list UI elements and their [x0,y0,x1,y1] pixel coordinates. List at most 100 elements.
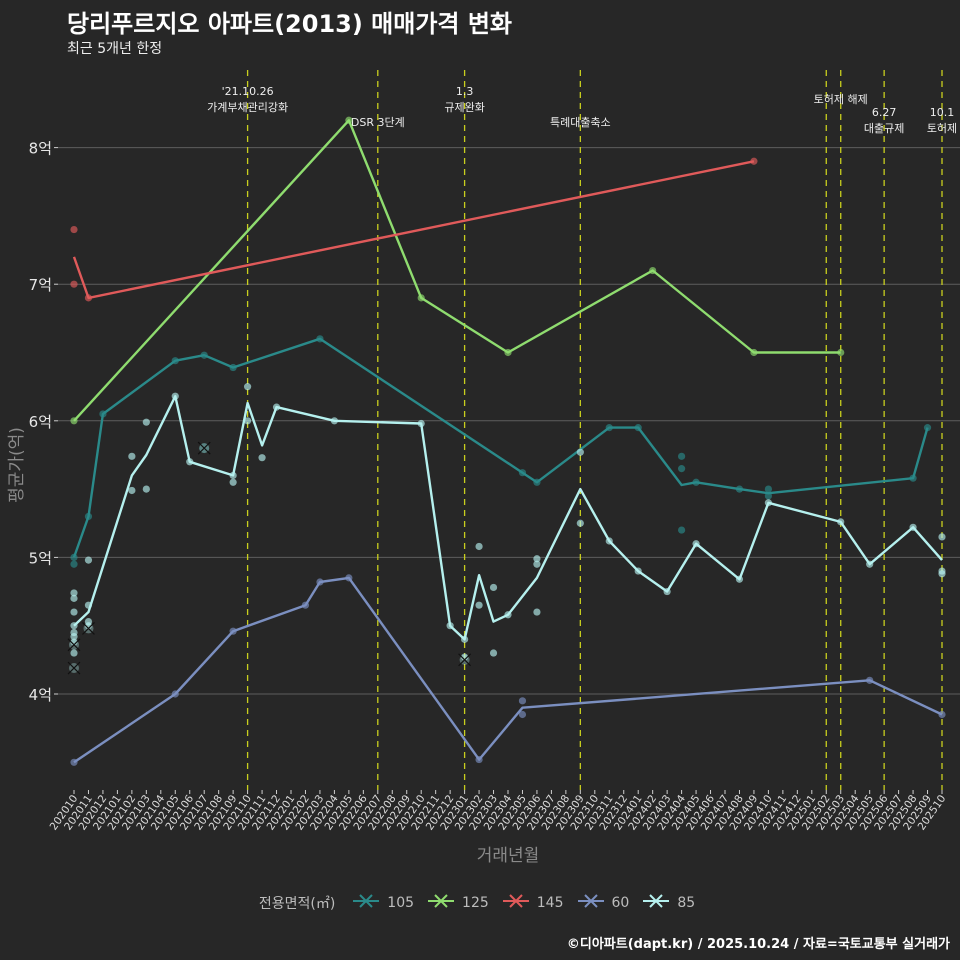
data-point-85 [504,611,512,619]
series-line-125 [73,119,841,422]
x-axis-title: 거래년월 [477,846,540,866]
data-point-105 [229,363,237,372]
data-point-85 [909,523,917,531]
data-point-60 [475,755,483,764]
data-point-145 [750,157,758,165]
data-point-85 [128,486,136,495]
data-point-85 [461,653,469,661]
data-point-85 [663,587,671,596]
cross-marker-85 [67,638,81,652]
legend-label-85: 85 [677,895,696,911]
data-point-85 [461,635,469,643]
event-label: DSR 3단계 [351,116,405,129]
data-point-105 [909,474,917,482]
data-point-85 [489,583,498,592]
data-point-85 [229,478,237,486]
y-tick-label: 7억 [29,276,52,294]
legend-label-145: 145 [536,895,564,911]
legend-label-125: 125 [462,895,489,911]
data-point-105 [764,492,773,500]
event-label: 토허제 해제 [814,92,868,106]
data-point-105 [692,478,700,486]
data-point-105 [678,452,686,460]
event-label: 6.27 [872,106,897,119]
data-point-60 [938,710,946,719]
event-label: 규제완화 [444,101,484,114]
data-point-145 [70,225,78,234]
data-point-125 [504,348,512,357]
data-point-60 [301,601,310,609]
data-point-125 [417,294,425,302]
legend-item-85[interactable]: 85 [641,893,695,913]
data-point-85 [576,519,584,527]
data-point-105 [70,553,78,562]
data-point-85 [446,622,454,630]
data-point-60 [518,697,527,705]
cross-marker-x [82,622,95,635]
data-point-105 [70,560,78,568]
data-point-85 [533,555,541,563]
cross-marker-85 [67,661,81,675]
data-point-85 [84,601,93,609]
data-point-125 [837,348,845,357]
data-point-85 [764,499,773,507]
legend-swatch-60 [577,894,604,908]
y-axis-title: 평균가(억) [7,427,27,503]
data-point-85 [417,419,425,428]
data-point-85 [70,622,78,630]
data-point-85 [258,454,266,462]
data-point-85 [84,556,93,564]
data-point-125 [345,116,353,124]
data-point-85 [938,533,946,541]
data-point-85 [128,452,136,460]
data-point-85 [70,589,78,597]
data-point-85 [229,471,237,480]
cross-marker-x [197,441,211,455]
event-label: 1.3 [456,85,474,98]
legend-key-105 [351,893,381,913]
legend-key-125 [426,893,456,913]
legend-item-60[interactable]: 60 [576,893,629,913]
legend-item-125[interactable]: 125 [426,893,489,913]
data-point-85 [186,458,194,466]
data-point-85 [938,570,946,578]
data-point-105 [634,424,642,432]
legend-swatch-145 [502,894,529,908]
data-point-125 [70,417,78,425]
data-point-105 [200,351,208,359]
data-point-85 [272,403,281,411]
data-point-105 [923,424,932,432]
data-point-60 [345,574,353,582]
data-point-105 [99,410,107,418]
legend-label-105: 105 [387,895,415,911]
legend-swatch-125 [428,894,455,908]
data-point-125 [649,266,657,275]
data-point-105 [678,465,686,473]
data-point-85 [605,537,613,545]
legend-swatch-glyph [353,894,380,908]
data-point-85 [244,383,252,391]
event-label: 특례대출축소 [550,116,611,129]
legend-item-105[interactable]: 105 [351,893,414,913]
data-point-85 [84,622,93,630]
legend-item-145[interactable]: 145 [501,893,564,913]
data-point-85 [533,560,541,568]
data-point-60 [866,676,874,684]
series-line-85 [73,395,943,641]
data-point-85 [70,594,78,602]
data-point-105 [764,485,773,493]
legend: 전용면적(㎡) 105 125 145 60 85 [0,893,960,913]
data-point-105 [678,526,686,534]
cross-marker-x [67,661,81,675]
data-point-85 [489,649,498,657]
cross-marker-85 [82,622,95,635]
legend-key-85 [641,893,671,913]
cross-marker-85 [458,653,472,667]
legend-swatch-glyph [428,894,455,908]
data-point-105 [84,512,93,521]
y-tick-label: 5억 [29,549,52,567]
data-point-85 [735,575,744,583]
y-tick-label: 6억 [29,413,52,431]
y-tick-label: 8억 [29,140,52,158]
